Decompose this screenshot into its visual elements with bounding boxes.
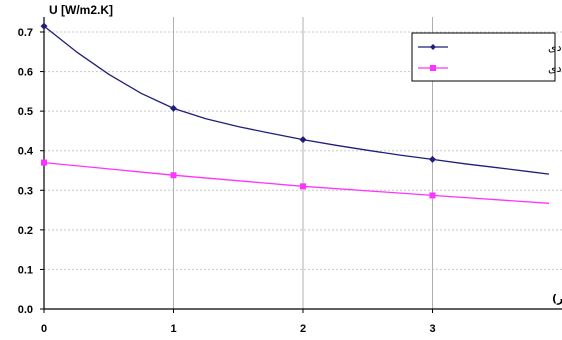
- series-line-1: [43, 161, 550, 204]
- y-tick-label: 0.1: [18, 264, 33, 276]
- legend: با وادار فولادی بدون وادار فولادی: [411, 32, 562, 82]
- data-point-square: [429, 192, 436, 199]
- data-point-square: [300, 183, 306, 190]
- series-lines: [40, 22, 550, 204]
- data-point-diamond: [170, 104, 177, 112]
- legend-label-without-steel: بدون وادار فولادی: [548, 62, 562, 75]
- x-axis-label: ضخامت عایق حرارتی تکمیلی (سانتیمتر): [552, 292, 562, 305]
- x-tick-label: 3: [429, 323, 435, 335]
- data-point-diamond: [429, 155, 436, 163]
- x-tick-label: 0: [41, 323, 47, 335]
- x-tick-label: 1: [170, 323, 176, 335]
- y-tick-label: 0.7: [18, 27, 33, 39]
- y-tick-label: 0.0: [18, 304, 33, 316]
- data-point-diamond: [299, 136, 307, 144]
- y-tick-label: 0.4: [18, 146, 34, 158]
- legend-box: [411, 32, 556, 82]
- y-tick-label: 0.6: [18, 67, 33, 79]
- y-tick-label: 0.2: [18, 225, 33, 237]
- legend-marker-diamond: [430, 44, 436, 50]
- x-tick-label: 2: [300, 323, 306, 335]
- data-point-square: [170, 172, 177, 179]
- y-tick-label: 0.3: [18, 185, 33, 197]
- data-point-square: [41, 159, 47, 166]
- tick-labels: 0.0 0.1 0.2 0.3 0.4 0.5 0.6 0.7 0 1 2 3: [18, 27, 436, 335]
- y-tick-label: 0.5: [18, 106, 33, 118]
- y-axis-label: U [W/m2.K]: [49, 3, 113, 17]
- legend-label-with-steel: با وادار فولادی: [548, 41, 562, 54]
- data-point-diamond: [40, 22, 48, 30]
- legend-marker-square: [430, 65, 436, 71]
